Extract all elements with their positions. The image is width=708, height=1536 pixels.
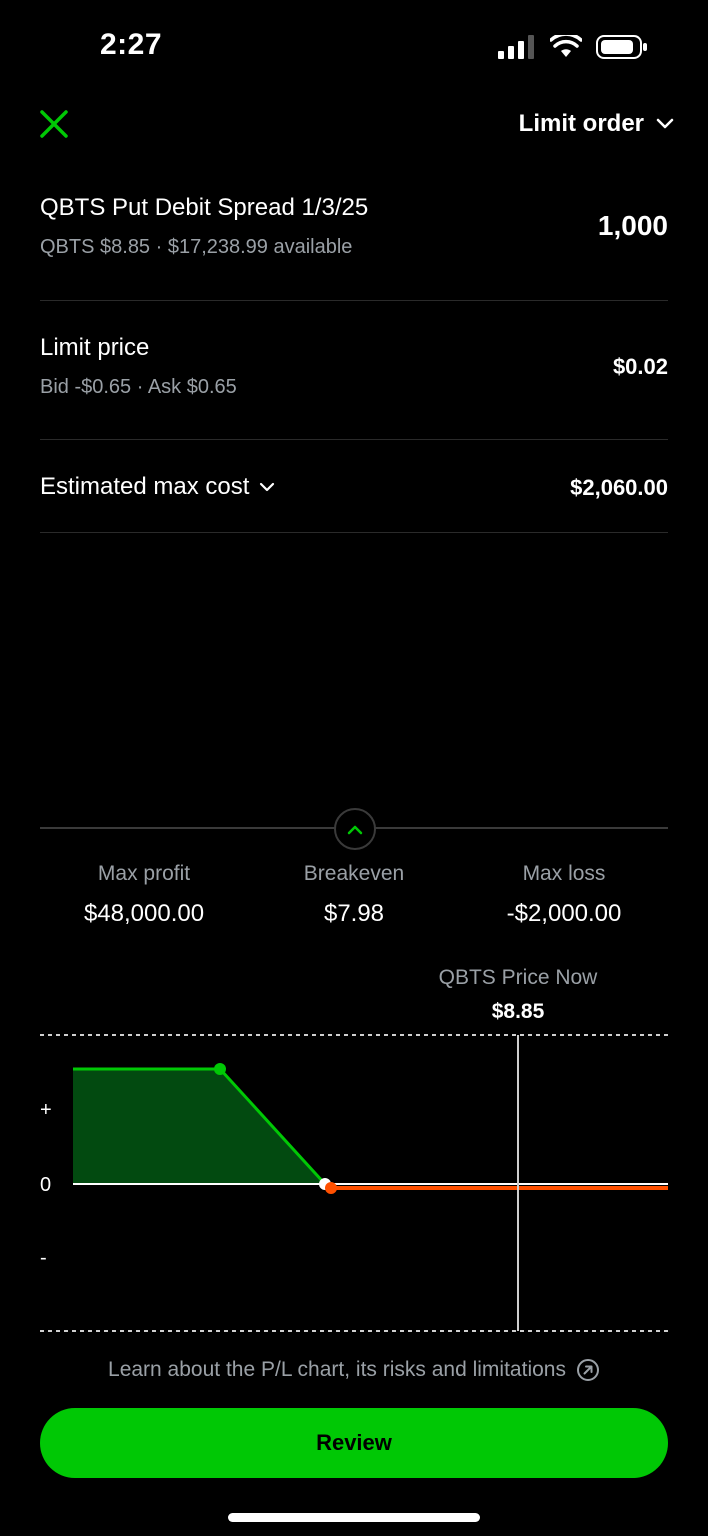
limit-price-row: Limit price Bid -$0.65 · Ask $0.65 $0.02 (40, 334, 668, 399)
position-row: QBTS Put Debit Spread 1/3/25 QBTS $8.85 … (40, 194, 668, 259)
y-tick-minus: - (40, 1247, 47, 1269)
max-profit-label: Max profit (97, 862, 191, 885)
chevron-down-icon (656, 118, 674, 129)
position-subtitle: QBTS $8.85 · $17,238.99 available (40, 236, 353, 258)
close-icon (40, 110, 68, 138)
estimated-cost-toggle[interactable]: Estimated max cost (40, 473, 668, 501)
y-tick-plus: + (40, 1099, 52, 1121)
chevron-down-icon (260, 482, 275, 491)
collapse-chart-button[interactable] (334, 808, 376, 850)
review-button[interactable]: Review (40, 1408, 668, 1478)
divider (40, 439, 668, 440)
max-loss-label: Max loss (522, 862, 606, 885)
estimated-cost-row: Estimated max cost $2,060.00 (40, 473, 668, 501)
breakeven-value: $7.98 (323, 900, 385, 927)
quantity-field[interactable]: 1,000 (597, 210, 668, 241)
divider (40, 532, 668, 533)
home-indicator (228, 1513, 480, 1522)
y-tick-zero: 0 (40, 1174, 51, 1196)
learn-pl-text: Learn about the P/L chart, its risks and… (108, 1358, 566, 1381)
max-loss-value: -$2,000.00 (506, 900, 622, 927)
close-button[interactable] (38, 108, 70, 140)
position-title: QBTS Put Debit Spread 1/3/25 (40, 194, 369, 221)
breakeven-stat: Breakeven $7.98 (244, 862, 464, 928)
wifi-icon (550, 35, 582, 57)
limit-price-field[interactable]: $0.02 (612, 354, 668, 379)
status-time: 2:27 (100, 28, 163, 61)
estimated-cost-value: $2,060.00 (570, 475, 668, 500)
signal-icon (498, 35, 534, 59)
learn-pl-link[interactable]: Learn about the P/L chart, its risks and… (0, 1358, 708, 1382)
profit-area (73, 1069, 325, 1184)
max-loss-point (325, 1182, 337, 1194)
status-icons (498, 34, 648, 60)
order-type-dropdown[interactable]: Limit order (519, 110, 674, 138)
limit-price-title: Limit price (40, 334, 150, 361)
price-now-value: $8.85 (491, 1000, 545, 1023)
divider (40, 300, 668, 301)
battery-icon (596, 35, 647, 59)
chevron-up-icon (347, 825, 363, 834)
max-profit-stat: Max profit $48,000.00 (34, 862, 254, 928)
bid-ask-text: Bid -$0.65 · Ask $0.65 (40, 376, 237, 398)
external-link-icon (576, 1359, 599, 1381)
estimated-cost-label: Estimated max cost (40, 473, 250, 500)
breakeven-label: Breakeven (303, 862, 405, 885)
order-type-label: Limit order (518, 110, 644, 137)
max-loss-stat: Max loss -$2,000.00 (454, 862, 674, 928)
price-now-label: QBTS Price Now (438, 966, 598, 989)
pl-chart: + 0 - (40, 1034, 668, 1332)
max-profit-point (214, 1063, 226, 1075)
max-profit-value: $48,000.00 (83, 900, 205, 927)
